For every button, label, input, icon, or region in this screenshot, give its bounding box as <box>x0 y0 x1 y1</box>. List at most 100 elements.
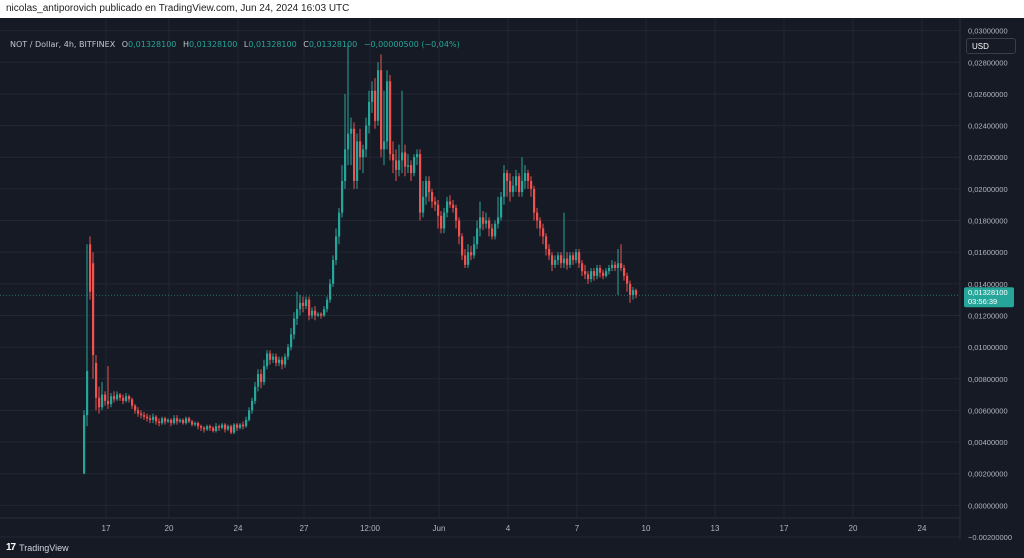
candle-body <box>596 268 599 276</box>
candle-body <box>431 192 434 202</box>
candle-body <box>308 299 311 316</box>
candle-body <box>449 201 452 205</box>
candle-body <box>455 207 458 221</box>
candle-body <box>527 173 530 181</box>
candle-body <box>518 176 521 193</box>
candle-body <box>623 268 626 276</box>
y-tick-label: 0,01600000 <box>968 248 1008 257</box>
candle-body <box>254 386 257 401</box>
y-tick-label: 0,02800000 <box>968 58 1008 67</box>
candle-body <box>539 220 542 229</box>
candle-body <box>578 252 581 264</box>
candle-body <box>608 268 611 272</box>
candle-body <box>125 396 128 401</box>
low-value: 0,01328100 <box>248 40 297 49</box>
y-tick-label: 0,01200000 <box>968 311 1008 320</box>
candle-body <box>605 271 608 276</box>
candle-body <box>371 90 374 102</box>
candle-body <box>497 217 500 224</box>
candle-body <box>182 419 185 424</box>
candle-body <box>593 271 596 276</box>
candle-body <box>332 260 335 284</box>
tradingview-logo[interactable]: 17 TradingView <box>6 542 69 553</box>
y-tick-label: 0,02400000 <box>968 122 1008 131</box>
candle-body <box>410 165 413 174</box>
y-tick-label: 0,03000000 <box>968 27 1008 36</box>
candle-body <box>299 302 302 310</box>
candle-body <box>152 416 155 420</box>
candle-body <box>377 70 380 121</box>
candle-body <box>428 180 431 193</box>
y-tick-label: 0,00000000 <box>968 501 1008 510</box>
candle-body <box>359 141 362 158</box>
candle-body <box>458 220 461 237</box>
candle-body <box>575 252 578 261</box>
change-value: −0,00000500 (−0,04%) <box>363 40 460 49</box>
candle-body <box>581 263 584 272</box>
candle-body <box>437 204 440 216</box>
candle-body <box>98 397 101 408</box>
candle-body <box>179 419 182 422</box>
high-label: H <box>182 40 189 49</box>
price-tag-countdown: 03:56:39 <box>968 297 997 306</box>
candle-body <box>101 394 104 408</box>
candle-body <box>281 359 284 365</box>
candle-body <box>233 424 236 433</box>
x-tick-label: 13 <box>711 524 720 533</box>
tradingview-brand: TradingView <box>19 542 69 553</box>
candle-body <box>614 264 617 268</box>
candle-body <box>134 405 137 411</box>
candle-body <box>611 264 614 268</box>
candle-body <box>485 220 488 224</box>
candle-body <box>329 283 332 300</box>
low-label: L <box>243 40 249 49</box>
candle-body <box>92 263 95 356</box>
candle-body <box>569 255 572 265</box>
candle-body <box>194 423 197 425</box>
candle-body <box>119 394 122 398</box>
candle-body <box>620 263 623 268</box>
x-tick-label: 20 <box>165 524 174 533</box>
candle-body <box>293 318 296 335</box>
candle-body <box>524 173 527 181</box>
y-tick-label: 0,02000000 <box>968 185 1008 194</box>
candle-body <box>473 244 476 256</box>
chart-panel[interactable]: 0,03000000 0,02800000 0,02600000 0,02400000… <box>0 18 1024 540</box>
y-tick-label: 0,01400000 <box>968 280 1008 289</box>
symbol-label[interactable]: NOT / Dollar, 4h, BITFINEX <box>10 40 116 49</box>
candle-body <box>251 400 254 411</box>
candle-body <box>236 424 239 428</box>
candle-body <box>296 309 299 319</box>
currency-button[interactable]: USD <box>966 38 1016 54</box>
candle-body <box>116 394 119 400</box>
open-value: 0,01328100 <box>128 40 177 49</box>
candle-body <box>209 426 212 428</box>
candle-body <box>617 263 620 268</box>
candle-body <box>137 410 140 414</box>
candle-body <box>548 249 551 256</box>
candle-body <box>365 125 368 150</box>
candle-body <box>239 424 242 428</box>
tradingview-logo-icon: 17 <box>6 542 16 553</box>
candle-body <box>380 70 383 150</box>
candle-body <box>452 204 455 208</box>
candle-body <box>215 426 218 431</box>
candle-body <box>479 217 482 229</box>
candle-body <box>587 274 590 280</box>
candle-body <box>287 347 290 357</box>
candle-body <box>257 374 260 387</box>
y-tick-label: −0,00200000 <box>968 533 1012 540</box>
candle-body <box>503 173 506 197</box>
candle-body <box>626 275 629 284</box>
candle-body <box>200 426 203 428</box>
candle-body <box>170 419 173 424</box>
candle-body <box>284 356 287 365</box>
candlestick-chart[interactable]: 0,03000000 0,02800000 0,02600000 0,02400000… <box>0 18 1024 540</box>
candle-body <box>374 90 377 121</box>
candle-body <box>95 362 98 398</box>
candle-body <box>632 290 635 295</box>
candle-body <box>404 152 407 167</box>
candle-body <box>395 160 398 170</box>
candle-body <box>563 258 566 264</box>
candle-body <box>545 236 548 250</box>
